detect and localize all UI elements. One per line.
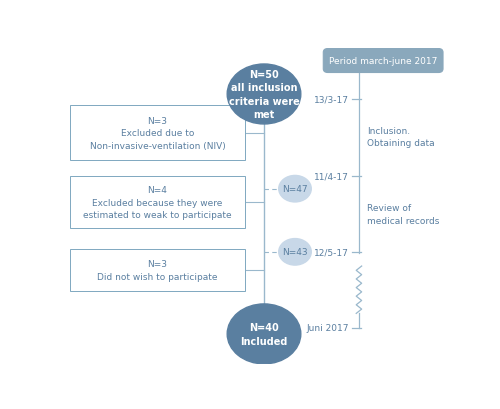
FancyBboxPatch shape (324, 49, 443, 73)
Circle shape (278, 176, 312, 202)
Text: 11/4-17: 11/4-17 (314, 172, 349, 181)
Text: N=3
Did not wish to participate: N=3 Did not wish to participate (97, 260, 218, 281)
Text: 12/5-17: 12/5-17 (314, 248, 349, 257)
Text: Period march-june 2017: Period march-june 2017 (329, 57, 438, 66)
Text: 13/3-17: 13/3-17 (314, 95, 349, 104)
Text: N=43: N=43 (282, 248, 308, 257)
FancyBboxPatch shape (70, 177, 244, 229)
Text: Review of
medical records: Review of medical records (368, 204, 440, 225)
FancyBboxPatch shape (70, 249, 244, 292)
Circle shape (278, 239, 312, 265)
Text: N=47: N=47 (282, 185, 308, 194)
Text: N=4
Excluded because they were
estimated to weak to participate: N=4 Excluded because they were estimated… (83, 186, 232, 220)
FancyBboxPatch shape (70, 106, 244, 161)
Text: N=40
Included: N=40 Included (240, 322, 288, 346)
Circle shape (227, 65, 301, 125)
Text: N=3
Excluded due to
Non-invasive-ventilation (NIV): N=3 Excluded due to Non-invasive-ventila… (90, 117, 226, 150)
Text: Juni 2017: Juni 2017 (307, 323, 349, 332)
Text: Inclusion.
Obtaining data: Inclusion. Obtaining data (368, 126, 435, 148)
Circle shape (227, 304, 301, 364)
Text: N=50
all inclusion
criteria were
met: N=50 all inclusion criteria were met (228, 70, 300, 120)
